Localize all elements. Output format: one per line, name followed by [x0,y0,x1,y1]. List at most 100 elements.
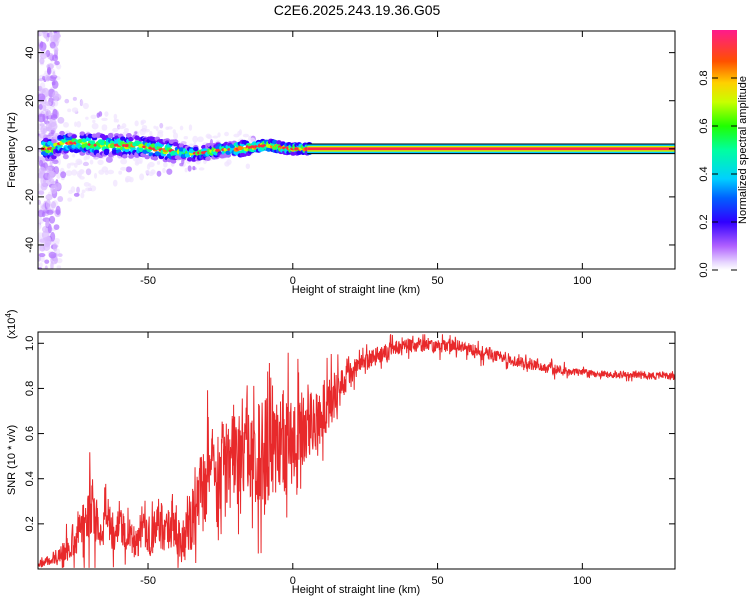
heatmap-noise-cell [45,219,50,228]
y-tick-label: 0.2 [24,516,36,531]
heatmap-noise-cell [233,133,240,138]
heatmap-noise-cell [76,172,83,178]
heatmap-noise-cell [47,110,52,119]
heatmap-noise-cell [38,216,43,223]
heatmap-noise-cell [197,136,204,143]
snr-ylabel: SNR (10 * v/v) [6,425,18,495]
x-tick-label: 100 [573,575,591,587]
y-tick-label: 0.8 [24,381,36,396]
heatmap-noise-cell [62,154,69,160]
heatmap-noise-cell [57,196,64,202]
y-tick-label: 20 [24,95,36,107]
heatmap-ridge-cell [89,140,96,145]
heatmap-noise-cell [148,171,154,177]
heatmap-noise-cell [69,162,76,166]
heatmap-noise-cell [38,159,44,167]
colorbar-tick-label: 0.6 [698,118,710,133]
y-tick-label: 1.0 [24,336,36,351]
heatmap-noise-cell [39,41,47,52]
spectrogram-panel: -50 0 50 100 -40 -20 0 20 40 Height of straight … [6,30,676,296]
heatmap-ridge-cell [126,133,132,138]
heatmap-noise-cell [187,165,192,172]
heatmap-noise-cell [44,101,52,106]
heatmap-noise-cell [71,169,78,176]
heatmap-ridge-cell [184,153,191,158]
heatmap-noise-cell [82,161,89,167]
heatmap-noise-cell [76,186,80,194]
colorbar-ticks: 0.0 0.2 0.4 0.6 0.8 [698,70,737,278]
snr-xlabel: Height of straight line (km) [292,584,420,596]
heatmap-noise-cell [81,189,86,193]
heatmap-noise-cell [167,126,173,130]
heatmap-noise-cell [141,124,148,130]
x-tick-label: 0 [290,575,296,587]
heatmap-noise-cell [115,118,119,123]
spectrogram-xlabel: Height of straight line (km) [292,284,420,296]
heatmap-noise-cell [80,192,85,199]
heatmap-noise-cell [93,172,98,179]
snr-scale-label: (x104) [4,309,18,339]
heatmap-noise-cell [52,242,58,252]
heatmap-noise-cell [67,197,73,202]
heatmap-noise-cell [224,161,230,167]
colorbar-label: Normalized spectral amplitude [737,76,749,224]
heatmap-noise-cell [245,163,251,170]
heatmap-noise-cell [63,121,69,128]
heatmap-ridge-cell [79,131,86,136]
heatmap-noise-cell [139,173,145,181]
heatmap-noise-cell [40,52,48,60]
x-tick-label: -50 [140,275,156,287]
heatmap-ridge-cell [103,148,110,154]
heatmap-noise-cell [48,31,53,38]
heatmap-noise-cell [50,35,58,44]
heatmap-noise-cell [54,60,60,66]
heatmap-ridge-cell [93,149,100,155]
heatmap-noise-cell [112,179,118,187]
heatmap-ridge-cell [55,152,61,157]
heatmap-noise-cell [40,182,48,191]
heatmap-noise-cell [46,166,53,173]
heatmap-noise-cell [51,54,59,62]
y-tick-label: 0.6 [24,426,36,441]
heatmap-noise-cell [82,102,89,110]
heatmap-noise-cell [46,67,52,76]
heatmap-noise-cell [83,181,90,187]
heatmap-noise-cell [38,139,42,147]
heatmap-ridge-cell [205,156,211,161]
spectrogram-frame [37,30,676,270]
heatmap-noise-cell [153,125,157,129]
heatmap-noise-cell [50,171,57,177]
heatmap-noise-cell [76,121,82,128]
heatmap-noise-cell [38,39,41,43]
colorbar: 0.0 0.2 0.4 0.6 0.8 Normalized spectral ampl… [698,30,749,278]
heatmap-noise-cell [143,128,150,133]
heatmap-ridge-cell [47,141,53,146]
heatmap-noise-cell [92,119,96,124]
heatmap-noise-cell [50,260,54,269]
snr-panel: -50 0 50 100 0.2 0.4 0.6 0.8 1.0 Height of strai… [4,309,676,596]
heatmap-noise-cell [162,167,166,174]
heatmap-noise-cell [97,159,104,166]
colorbar-tick-label: 0.0 [698,262,710,277]
colorbar-tick-label: 0.8 [698,70,710,85]
page-title: C2E6.2025.243.19.36.G05 [273,2,441,18]
heatmap-noise-cell [49,121,58,131]
heatmap-noise-cell [120,166,127,171]
spectrogram-ylabel: Frequency (Hz) [6,112,18,188]
y-tick-label: 40 [24,47,36,59]
heatmap-noise-cell [85,116,89,120]
heatmap-noise-cell [38,113,46,123]
heatmap-noise-cell [198,167,205,171]
heatmap-noise-cell [206,134,213,140]
heatmap-noise-cell [73,192,80,197]
heatmap-noise-cell [79,176,85,180]
heatmap-noise-cell [40,125,48,135]
heatmap-noise-cell [38,103,43,110]
heatmap-noise-cell [192,165,196,171]
heatmap-noise-cell [104,111,109,117]
heatmap-noise-cell [101,166,109,173]
heatmap-peak-cell [215,148,222,152]
heatmap-band-core [307,147,675,151]
heatmap-ridge-cell [144,154,150,160]
heatmap-noise-cell [105,156,113,163]
